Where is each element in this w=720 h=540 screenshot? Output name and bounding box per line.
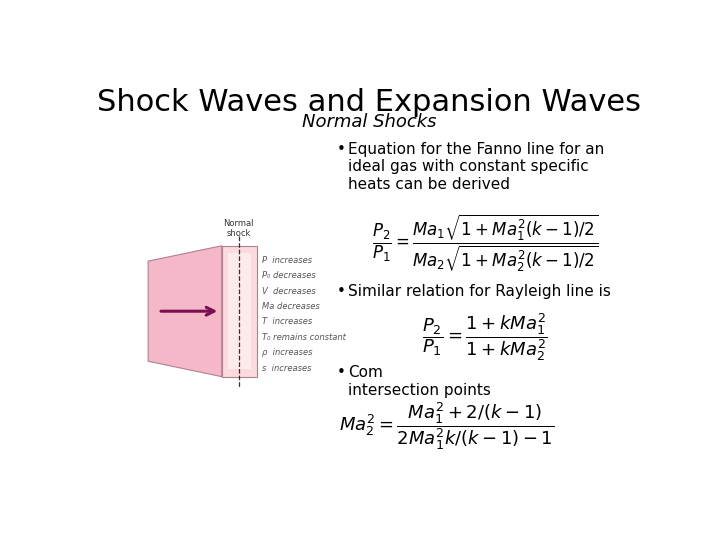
Text: Com
intersection points: Com intersection points — [348, 365, 491, 397]
Text: P₀ decreases: P₀ decreases — [262, 271, 316, 280]
Text: •: • — [336, 284, 346, 299]
Text: $\dfrac{P_2}{P_1} = \dfrac{1 + kMa_1^2}{1 + kMa_2^2}$: $\dfrac{P_2}{P_1} = \dfrac{1 + kMa_1^2}{… — [423, 311, 548, 363]
Text: •: • — [336, 365, 346, 380]
Text: Similar relation for Rayleigh line is: Similar relation for Rayleigh line is — [348, 284, 611, 299]
Text: Normal
shock: Normal shock — [223, 219, 254, 238]
Text: ρ  increases: ρ increases — [262, 348, 312, 357]
Text: Shock Waves and Expansion Waves: Shock Waves and Expansion Waves — [97, 88, 641, 117]
Polygon shape — [222, 246, 256, 377]
Text: T  increases: T increases — [262, 318, 312, 326]
Text: T₀ remains constant: T₀ remains constant — [262, 333, 346, 342]
Text: P  increases: P increases — [262, 256, 312, 265]
Text: s  increases: s increases — [262, 363, 312, 373]
Text: $Ma_2^2 = \dfrac{Ma_1^2 + 2/(k-1)}{2Ma_1^2 k/(k-1) - 1}$: $Ma_2^2 = \dfrac{Ma_1^2 + 2/(k-1)}{2Ma_1… — [339, 400, 554, 451]
Text: Equation for the Fanno line for an
ideal gas with constant specific
heats can be: Equation for the Fanno line for an ideal… — [348, 142, 604, 192]
Text: Normal Shocks: Normal Shocks — [302, 112, 436, 131]
Text: $\dfrac{P_2}{P_1} = \dfrac{Ma_1\sqrt{1 + Ma_1^2(k-1)/2}}{Ma_2\sqrt{1 + Ma_2^2(k-: $\dfrac{P_2}{P_1} = \dfrac{Ma_1\sqrt{1 +… — [372, 213, 598, 274]
Text: •: • — [336, 142, 346, 157]
Text: V  decreases: V decreases — [262, 287, 316, 295]
Text: Ma decreases: Ma decreases — [262, 302, 320, 311]
Polygon shape — [148, 246, 222, 377]
Polygon shape — [228, 253, 251, 369]
